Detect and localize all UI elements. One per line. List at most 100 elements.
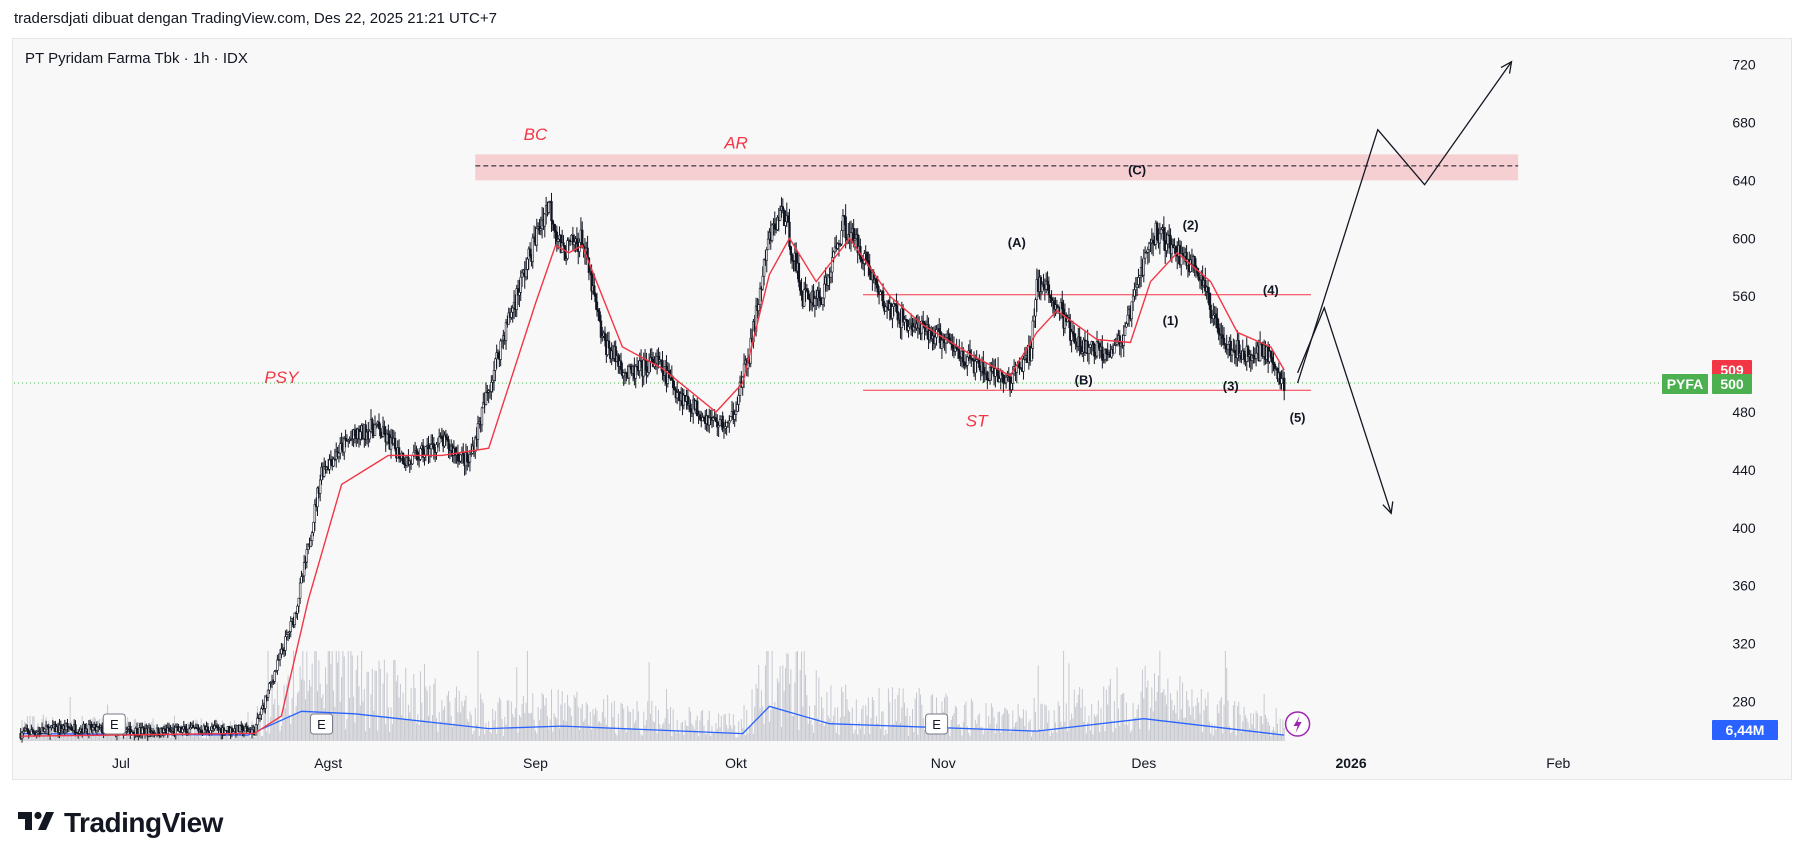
candle-body [332, 458, 335, 467]
candle-body [199, 729, 203, 733]
ticker-label-box [1662, 374, 1708, 395]
candle-body [634, 366, 637, 379]
candle-body [518, 292, 521, 296]
candle-body [1197, 272, 1200, 280]
candle-body [476, 423, 480, 440]
candle-body [718, 419, 722, 426]
candle-body [1113, 345, 1116, 354]
candle-body [757, 304, 760, 311]
annotation-label: (4) [1263, 283, 1279, 298]
resistance-zone [475, 154, 1519, 181]
volume-ma-polyline [20, 705, 1285, 736]
annotation-label: (A) [1008, 235, 1026, 250]
annotation-label: PSY [264, 368, 300, 387]
candle-body [305, 549, 309, 563]
candle-body [573, 241, 576, 246]
x-tick-label: Jul [112, 755, 130, 771]
candle-body [313, 504, 317, 523]
candle-body [800, 290, 803, 295]
candle-body [411, 455, 414, 465]
candle-body [1258, 342, 1262, 361]
candle-body [496, 352, 500, 359]
candle-body [998, 378, 1001, 383]
candle-body [865, 252, 869, 261]
resistance-zone-layer [475, 154, 1519, 181]
candle-body [1208, 292, 1211, 306]
candle-body [921, 320, 925, 324]
candle-body [1229, 340, 1232, 356]
candle-body [598, 311, 601, 322]
candle-body [371, 419, 374, 431]
candle-body [762, 258, 766, 277]
annotation-label: (B) [1075, 372, 1093, 387]
time-axis: Jul Agst Sep Okt Nov Des 2026 Feb [112, 755, 1571, 771]
candle-body [359, 431, 362, 440]
tradingview-logo[interactable]: TradingView [16, 805, 223, 841]
candle-body [1162, 227, 1166, 241]
candle-body [254, 724, 258, 736]
candle-body [829, 271, 833, 278]
projection-up-arrow-head [1500, 60, 1513, 74]
candle-body [429, 444, 433, 450]
candle-body [297, 597, 300, 607]
candle-body [440, 435, 444, 439]
candle-body [276, 659, 279, 671]
candle-body [1194, 265, 1198, 269]
candle-body [66, 723, 69, 728]
last-price-label: 500 [1720, 376, 1744, 392]
ma-line [20, 236, 1285, 737]
candle-body [974, 360, 977, 374]
candle-body [714, 417, 718, 422]
earnings-marker-letter: E [932, 717, 941, 732]
candle-body [206, 726, 210, 732]
candle-body [1155, 222, 1159, 241]
candle-body [781, 206, 785, 211]
ticker-label: PYFA [1667, 376, 1704, 392]
candle-body [556, 238, 560, 242]
candle-body [492, 370, 496, 381]
candle-body [840, 230, 843, 245]
candle-body [456, 452, 460, 461]
candle-body [284, 636, 287, 651]
candle-body [627, 365, 631, 379]
candle-body [844, 216, 847, 239]
candle-body [1034, 299, 1037, 317]
candle-body [1242, 350, 1246, 360]
candle-body [547, 202, 551, 213]
chart-header-attribution: tradersdjati dibuat dengan TradingView.c… [14, 10, 497, 27]
annotation-label: (C) [1128, 163, 1146, 178]
candle-body [790, 254, 794, 261]
candle-body [379, 428, 382, 437]
candle-body [510, 311, 513, 318]
candle-body [1193, 256, 1196, 266]
candle-body [298, 582, 302, 599]
x-tick-label: Agst [314, 755, 342, 771]
support-resistance-lines [14, 294, 1700, 391]
candle-body [543, 213, 547, 227]
candle-body [1002, 374, 1005, 384]
projection-up-arrow [1296, 61, 1513, 384]
candle-body [737, 395, 740, 405]
candle-body [48, 727, 52, 736]
candle-body [1226, 344, 1230, 350]
candle-body [1126, 314, 1129, 324]
candle-body [891, 306, 894, 319]
candle-body [484, 391, 488, 405]
projection-down-arrow [1296, 305, 1392, 514]
price-axis: 280 320 360 400 440 480 560 600 640 680 720 [1732, 57, 1756, 710]
candle-body [802, 289, 806, 307]
price-labels: 509 PYFA 500 6,44M [1662, 360, 1778, 740]
candle-body [784, 221, 787, 226]
candle-body [696, 400, 699, 417]
candlestick-bars [19, 192, 1286, 743]
candle-body [947, 333, 950, 339]
candle-body [1000, 370, 1004, 376]
annotation-label: (1) [1163, 313, 1179, 328]
candle-body [1093, 343, 1096, 357]
candle-body [339, 443, 342, 454]
candle-body [895, 304, 898, 312]
volume-value-label-box [1712, 720, 1778, 740]
candle-body [437, 436, 441, 444]
